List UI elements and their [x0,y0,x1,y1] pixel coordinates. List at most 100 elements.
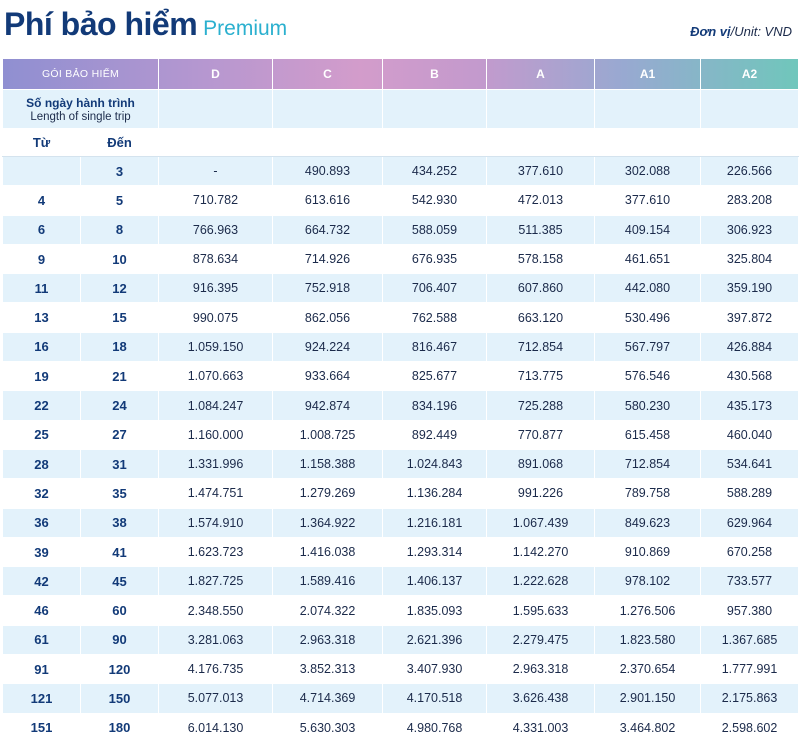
premium-a1: 2.370.654 [594,654,701,685]
premium-c: 4.714.369 [272,683,383,714]
premium-a: 991.226 [486,478,595,509]
premium-a: 1.142.270 [486,536,595,568]
premium-a1: 377.610 [594,185,701,216]
premium-d: 1.474.751 [158,478,273,509]
premium-a2: 534.641 [700,448,799,480]
table-row: 36 38 1.574.910 1.364.922 1.216.181 1.067.439… [2,507,799,538]
table-row: 61 90 3.281.063 2.963.318 2.621.396 2.279.475… [2,624,799,656]
day-to: 31 [80,448,159,480]
premium-b: 676.935 [382,243,487,275]
premium-a2: 2.175.863 [700,683,799,714]
day-to: 12 [80,273,159,304]
day-from: 46 [2,595,81,626]
premium-a: 713.775 [486,361,595,392]
day-from: 11 [2,273,81,304]
premium-d: 1.827.725 [158,566,273,597]
premium-a: 725.288 [486,390,595,421]
premium-a2: 306.923 [700,214,799,245]
premium-d: 990.075 [158,302,273,333]
table-row: 9 10 878.634 714.926 676.935 578.158 461.651 32… [2,243,799,275]
day-from [2,155,81,187]
premium-c: 1.008.725 [272,419,383,450]
from-header: Từ [2,128,81,157]
premium-d: 2.348.550 [158,595,273,626]
day-from: 25 [2,419,81,450]
premium-d: 1.059.150 [158,331,273,363]
table-row: 121 150 5.077.013 4.714.369 4.170.518 3.626.4… [2,683,799,714]
day-to: 8 [80,214,159,245]
premium-a: 377.610 [486,155,595,187]
premium-a1: 580.230 [594,390,701,421]
day-from: 36 [2,507,81,538]
trip-length-label-en: Length of single trip [30,111,131,123]
premium-d: 1.160.000 [158,419,273,450]
premium-a: 2.963.318 [486,654,595,685]
premium-table-body: 3-490.893 434.252 377.610 302.088 226.566 4 5 7… [2,155,799,743]
premium-a: 607.860 [486,273,595,304]
premium-d: 710.782 [158,185,273,216]
premium-a: 770.877 [486,419,595,450]
premium-b: 1.293.314 [382,536,487,568]
premium-d: 4.176.735 [158,654,273,685]
day-from: 42 [2,566,81,597]
day-to: 38 [80,507,159,538]
premium-a: 712.854 [486,331,595,363]
premium-d: 5.077.013 [158,683,273,714]
premium-a: 578.158 [486,243,595,275]
plan-c: C [272,58,383,90]
premium-a1: 910.869 [594,536,701,568]
premium-c: 1.589.416 [272,566,383,597]
page-title: Phí bảo hiểm Premium [4,6,287,43]
premium-a: 1.595.633 [486,595,595,626]
premium-b: 4.170.518 [382,683,487,714]
premium-a2: 733.577 [700,566,799,597]
premium-d: 916.395 [158,273,273,304]
premium-a1: 576.546 [594,361,701,392]
day-to: 15 [80,302,159,333]
table-row: 25 27 1.160.000 1.008.725 892.449 770.877 615.… [2,419,799,450]
premium-c: 5.630.303 [272,712,383,743]
premium-c: 3.852.313 [272,654,383,685]
day-to: 18 [80,331,159,363]
unit-note: Đơn vị/Unit: VND [690,24,792,39]
premium-c: 613.616 [272,185,383,216]
title-vietnamese: Phí bảo hiểm [4,6,198,42]
premium-d: 766.963 [158,214,273,245]
premium-b: 2.621.396 [382,624,487,656]
premium-a1: 1.823.580 [594,624,701,656]
premium-b: 542.930 [382,185,487,216]
day-from: 13 [2,302,81,333]
premium-c: 2.963.318 [272,624,383,656]
day-to: 120 [80,654,159,685]
premium-a1: 712.854 [594,448,701,480]
table-row: 3-490.893 434.252 377.610 302.088 226.566 [2,155,799,187]
premium-d: 1.574.910 [158,507,273,538]
premium-a1: 978.102 [594,566,701,597]
premium-b: 1.406.137 [382,566,487,597]
premium-a: 472.013 [486,185,595,216]
plan-header-row: GÓI BẢO HIỂM D C B A A1 A2 [2,58,799,90]
premium-d: - [158,155,273,187]
premium-a2: 435.173 [700,390,799,421]
premium-a2: 359.190 [700,273,799,304]
premium-b: 816.467 [382,331,487,363]
day-from: 6 [2,214,81,245]
table-row: 32 35 1.474.751 1.279.269 1.136.284 991.226 78… [2,478,799,509]
premium-d: 1.070.663 [158,361,273,392]
day-to: 5 [80,185,159,216]
table-row: 4 5 710.782 613.616 542.930 472.013 377.610 283… [2,185,799,216]
premium-table: GÓI BẢO HIỂM D C B A A1 A2 Số ngày hành … [2,58,799,743]
table-row: 91 120 4.176.735 3.852.313 3.407.930 2.963.31… [2,654,799,685]
day-from: 19 [2,361,81,392]
premium-c: 1.279.269 [272,478,383,509]
day-to: 35 [80,478,159,509]
premium-a2: 670.258 [700,536,799,568]
premium-d: 1.623.723 [158,536,273,568]
premium-b: 434.252 [382,155,487,187]
day-to: 60 [80,595,159,626]
table-row: 19 21 1.070.663 933.664 825.677 713.775 576.54… [2,361,799,392]
premium-a: 511.385 [486,214,595,245]
premium-a2: 629.964 [700,507,799,538]
table-row: 22 24 1.084.247 942.874 834.196 725.288 580.23… [2,390,799,421]
table-row: 11 12 916.395 752.918 706.407 607.860 442.080 3… [2,273,799,304]
